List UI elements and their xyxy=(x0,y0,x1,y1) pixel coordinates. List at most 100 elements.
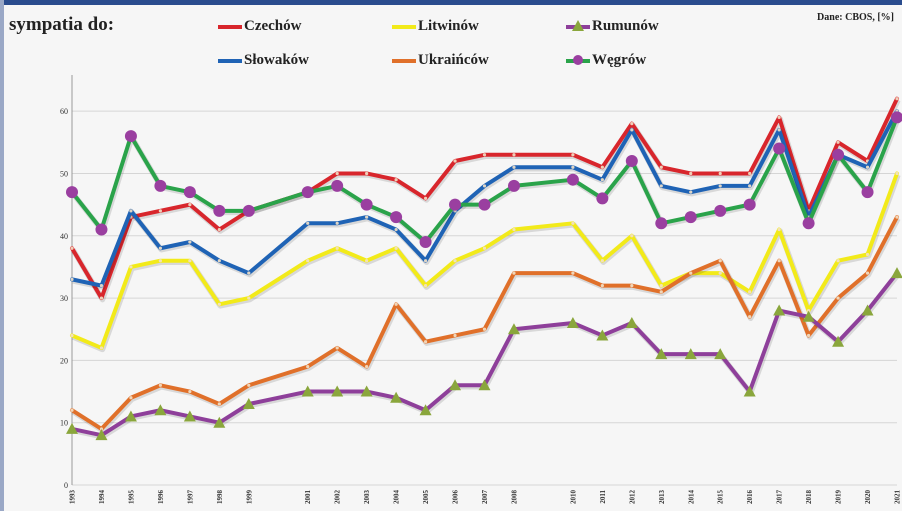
point-3-9 xyxy=(365,259,369,263)
point-3-23 xyxy=(807,308,811,313)
point-3-1 xyxy=(99,346,104,350)
point-2-10 xyxy=(390,211,403,224)
point-5-25 xyxy=(861,304,874,316)
point-4-20 xyxy=(718,259,722,263)
y-tick-label-40: 40 xyxy=(60,232,68,241)
x-tick-label-2008: 2008 xyxy=(510,490,518,505)
point-2-0 xyxy=(66,186,78,199)
series-line-5 xyxy=(70,271,899,438)
point-1-13 xyxy=(482,184,487,188)
point-4-1 xyxy=(99,427,104,431)
point-2-15 xyxy=(566,173,579,186)
y-tick-label-10: 10 xyxy=(60,419,68,428)
point-4-24 xyxy=(836,296,840,300)
point-0-14 xyxy=(512,153,516,157)
point-0-22 xyxy=(777,115,781,119)
chart-title: sympatia do: xyxy=(9,14,115,35)
legend-item-litwinow: Litwinów xyxy=(392,18,479,35)
legend-item-czechow: Czechów xyxy=(218,18,301,35)
point-4-16 xyxy=(600,284,604,288)
point-1-3 xyxy=(158,246,162,250)
point-1-17 xyxy=(630,128,634,132)
x-tick-label-2002: 2002 xyxy=(334,490,342,505)
legend-swatch-litwinow xyxy=(392,24,416,29)
point-4-11 xyxy=(423,340,428,344)
x-tick-label-2010: 2010 xyxy=(569,490,577,505)
point-4-19 xyxy=(689,271,693,275)
point-5-26 xyxy=(891,267,902,279)
series-shadow-5 xyxy=(72,272,901,440)
point-5-17 xyxy=(625,317,638,328)
source-note: Dane: CBOS, [%] xyxy=(817,12,894,23)
point-1-7 xyxy=(306,221,310,225)
x-tick-label-2001: 2001 xyxy=(304,490,312,505)
point-5-2 xyxy=(124,410,137,422)
point-2-18 xyxy=(655,217,668,230)
point-4-12 xyxy=(453,333,457,338)
point-4-2 xyxy=(129,396,133,400)
point-0-20 xyxy=(718,171,722,176)
point-5-9 xyxy=(360,385,373,397)
point-1-8 xyxy=(335,221,339,225)
point-0-12 xyxy=(453,159,457,163)
point-0-26 xyxy=(895,97,899,101)
point-4-5 xyxy=(217,402,221,406)
point-0-17 xyxy=(630,122,634,126)
x-tick-label-1995: 1995 xyxy=(127,490,135,505)
point-3-24 xyxy=(836,259,840,263)
point-5-22 xyxy=(773,304,786,316)
point-0-1 xyxy=(99,296,104,300)
point-3-13 xyxy=(482,246,487,250)
x-tick-label-2020: 2020 xyxy=(864,490,872,505)
point-3-3 xyxy=(158,259,162,263)
point-3-12 xyxy=(453,259,457,263)
point-3-5 xyxy=(217,302,221,306)
point-2-22 xyxy=(773,142,786,155)
point-5-3 xyxy=(154,404,167,416)
point-4-14 xyxy=(512,271,516,275)
x-tick-label-2005: 2005 xyxy=(422,490,430,505)
x-tick-label-2019: 2019 xyxy=(835,490,843,505)
point-1-22 xyxy=(777,128,781,132)
point-5-13 xyxy=(478,379,491,391)
x-tick-label-2003: 2003 xyxy=(363,490,371,505)
legend-label-litwinow: Litwinów xyxy=(418,18,479,34)
y-tick-label-60: 60 xyxy=(60,107,68,116)
x-axis: 1993 1994 1995 1996 1997 1998 1999 2001 2002 2003… xyxy=(69,490,902,505)
point-4-6 xyxy=(247,383,251,387)
legend-swatch-ukraincow xyxy=(392,58,416,63)
point-2-5 xyxy=(213,204,226,217)
legend-label-slowakow: Słowaków xyxy=(244,52,310,68)
legend-label-czechow: Czechów xyxy=(244,18,302,34)
point-2-19 xyxy=(684,211,697,224)
triangle-marker-icon xyxy=(572,19,584,31)
point-5-18 xyxy=(655,348,668,360)
point-1-2 xyxy=(129,209,133,213)
point-3-0 xyxy=(70,333,74,338)
point-4-10 xyxy=(394,302,398,306)
point-2-20 xyxy=(714,204,727,217)
point-5-24 xyxy=(832,335,845,347)
point-3-6 xyxy=(247,296,251,300)
point-4-21 xyxy=(748,315,752,319)
point-4-0 xyxy=(70,408,74,412)
point-3-14 xyxy=(512,227,516,232)
x-tick-label-1999: 1999 xyxy=(245,490,253,505)
point-4-3 xyxy=(158,383,162,387)
point-1-11 xyxy=(423,259,428,263)
legend-swatch-czechow xyxy=(218,24,242,29)
point-1-20 xyxy=(718,184,722,188)
point-2-23 xyxy=(802,217,815,230)
point-4-22 xyxy=(777,259,781,263)
legend-item-slowakow: Słowaków xyxy=(218,52,309,69)
point-0-13 xyxy=(482,153,487,157)
point-4-4 xyxy=(188,389,192,394)
point-1-1 xyxy=(99,284,104,288)
point-3-8 xyxy=(335,246,339,250)
point-2-21 xyxy=(743,198,756,211)
x-tick-label-2014: 2014 xyxy=(687,490,695,505)
x-tick-label-2012: 2012 xyxy=(628,490,636,505)
point-2-24 xyxy=(832,148,845,161)
x-tick-label-2018: 2018 xyxy=(805,490,813,505)
legend-item-wegrow: Węgrów xyxy=(566,52,646,69)
